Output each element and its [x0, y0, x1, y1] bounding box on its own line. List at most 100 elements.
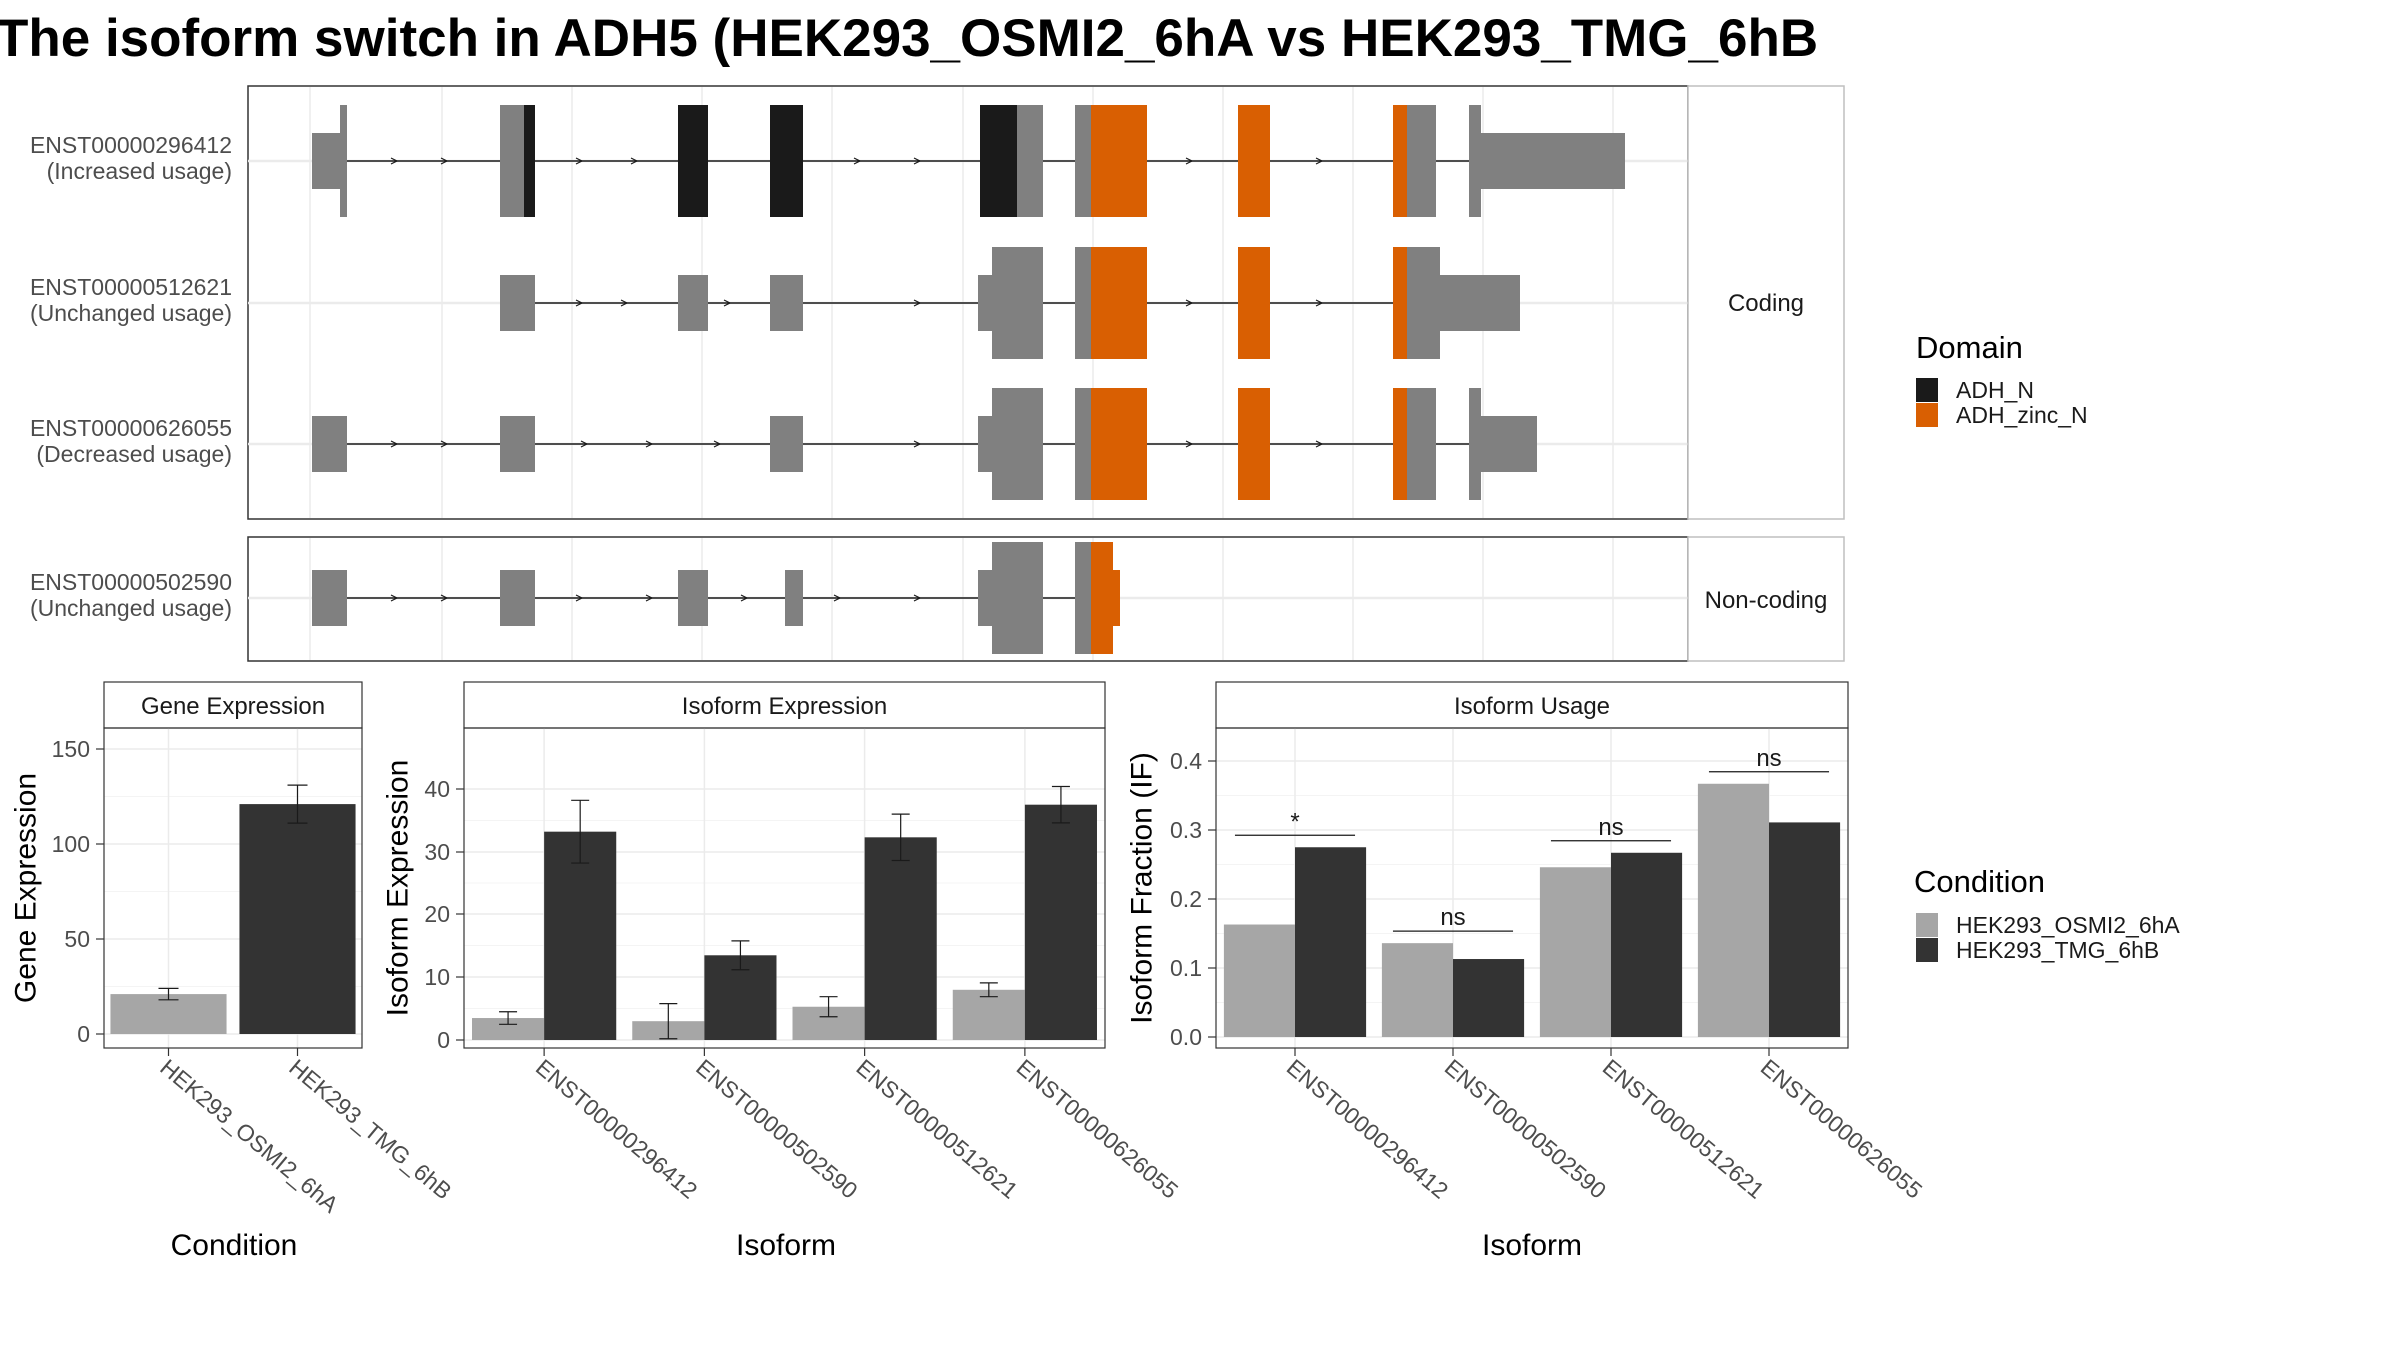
intron-direction-arrow — [575, 594, 584, 602]
y-tick-label: 0 — [437, 1027, 450, 1053]
y-tick-label: 100 — [52, 831, 90, 857]
facet-label-noncoding: Non-coding — [1705, 587, 1828, 614]
bar-HEK293_OSMI2_6hA-ENST00000296412 — [1223, 924, 1295, 1037]
exon-segment — [312, 133, 340, 189]
exon-segment — [978, 275, 992, 331]
facet-strip-noncoding — [1687, 536, 1845, 662]
transcript-row-ENST00000626055: ENST00000626055(Decreased usage) — [30, 388, 1688, 500]
significance-label: ns — [1756, 745, 1781, 772]
condition-legend-title: Condition — [1914, 864, 2045, 899]
y-tick-label: 50 — [64, 926, 90, 952]
chart-title: Gene Expression — [141, 693, 325, 720]
exon-segment — [1407, 388, 1436, 500]
domain-legend-key-adh-zinc-n — [1916, 403, 1938, 427]
exon-segment — [978, 416, 992, 472]
error-bar — [819, 996, 838, 1018]
exon-segment — [678, 275, 708, 331]
domain-legend-title: Domain — [1916, 330, 2023, 365]
y-tick-label: 10 — [424, 964, 450, 990]
y-tick-label: 150 — [52, 736, 90, 762]
x-axis-title: Isoform — [736, 1229, 836, 1262]
x-axis-title: Condition — [171, 1229, 298, 1262]
bar-HEK293_OSMI2_6hA-ENST00000512621 — [1539, 867, 1611, 1037]
exon-segment — [1407, 247, 1440, 359]
intron-direction-arrow — [913, 299, 922, 307]
domain-segment-adh-zinc-n — [1091, 542, 1113, 654]
intron-direction-arrow — [1315, 440, 1324, 448]
error-bar — [891, 813, 910, 862]
intron-direction-arrow — [853, 157, 862, 165]
chart-title: Isoform Usage — [1454, 693, 1610, 720]
chart-panel-border — [103, 727, 363, 1049]
transcript-usage-label: (Decreased usage) — [36, 441, 232, 467]
facet-strip-coding — [1687, 85, 1845, 520]
bar-HEK293_TMG_6hB-ENST00000512621 — [864, 837, 937, 1040]
y-tick-label: 0.1 — [1170, 955, 1202, 981]
y-tick-label: 30 — [424, 839, 450, 865]
exon-segment — [785, 570, 803, 626]
error-bar — [287, 784, 308, 824]
domain-segment-adh-zinc-n — [1113, 570, 1120, 626]
condition-legend-key-a — [1916, 913, 1938, 937]
domain-segment-adh-zinc-n — [1091, 247, 1147, 359]
intron-direction-arrow — [1185, 157, 1194, 165]
y-axis-title: Isoform Expression — [382, 760, 415, 1017]
significance-label: ns — [1440, 904, 1465, 931]
y-tick-label: 0.4 — [1170, 748, 1202, 774]
transcript-row-ENST00000296412: ENST00000296412(Increased usage) — [30, 105, 1688, 217]
bars — [472, 785, 1097, 1040]
bar-HEK293_TMG_6hB-ENST00000296412 — [1295, 847, 1367, 1037]
domain-segment-adh-zinc-n — [1393, 247, 1407, 359]
y-axis-title: Isoform Fraction (IF) — [1126, 752, 1159, 1024]
intron-direction-arrow — [580, 440, 589, 448]
bar-HEK293_OSMI2_6hA-ENST00000296412 — [472, 1018, 545, 1040]
transcript-structure-panel: ENST00000296412(Increased usage) ENST0000… — [30, 85, 1845, 662]
domain-segment-adh-zinc-n — [1393, 105, 1407, 217]
domain-segment-adh-n — [770, 105, 803, 217]
intron-direction-arrow — [390, 440, 399, 448]
intron-direction-arrow — [913, 157, 922, 165]
y-axis-title: Gene Expression — [10, 773, 43, 1003]
exon-segment — [992, 388, 1043, 500]
intron-direction-arrow — [1315, 157, 1324, 165]
bar-HEK293_TMG_6hB-ENST00000502590 — [1453, 959, 1525, 1037]
condition-legend-label-a: HEK293_OSMI2_6hA — [1956, 912, 2180, 938]
intron-direction-arrow — [740, 594, 749, 602]
exon-segment — [500, 570, 535, 626]
error-bar — [979, 982, 998, 998]
domain-segment-adh-zinc-n — [1091, 105, 1147, 217]
x-axis-title: Isoform — [1482, 1229, 1582, 1262]
domain-segment-adh-n — [678, 105, 708, 217]
bar-HEK293_OSMI2_6hA-ENST00000502590 — [1381, 943, 1453, 1037]
intron-direction-arrow — [440, 594, 449, 602]
exon-segment — [312, 416, 347, 472]
intron-direction-arrow — [390, 157, 399, 165]
exon-segment — [1469, 388, 1481, 500]
exon-segment — [500, 275, 535, 331]
bar-HEK293_TMG_6hB-ENST00000512621 — [1611, 852, 1683, 1037]
y-tick-label: 0.0 — [1170, 1024, 1202, 1050]
exon-segment — [978, 570, 992, 626]
intron-direction-arrow — [833, 594, 842, 602]
intron-direction-arrow — [440, 440, 449, 448]
transcript-usage-label: (Unchanged usage) — [30, 300, 232, 326]
intron-direction-arrow — [620, 299, 629, 307]
intron-direction-arrow — [913, 594, 922, 602]
exon-segment — [678, 570, 708, 626]
transcript-id-label: ENST00000512621 — [30, 274, 232, 300]
transcript-id-label: ENST00000626055 — [30, 415, 232, 441]
error-bar — [571, 799, 590, 864]
intron-direction-arrow — [1185, 440, 1194, 448]
transcript-usage-label: (Unchanged usage) — [30, 595, 232, 621]
domain-legend-key-adh-n — [1916, 378, 1938, 402]
intron-direction-arrow — [1185, 299, 1194, 307]
bar-HEK293_TMG_6hB-ENST00000626055 — [1769, 822, 1841, 1037]
intron-direction-arrow — [723, 299, 732, 307]
exon-segment — [1075, 247, 1091, 359]
significance-label: * — [1290, 808, 1299, 835]
y-tick-label: 0.3 — [1170, 817, 1202, 843]
intron-direction-arrow — [1315, 299, 1324, 307]
bar-HEK293_OSMI2_6hA-ENST00000626055 — [952, 989, 1025, 1040]
exon-segment — [1075, 542, 1091, 654]
